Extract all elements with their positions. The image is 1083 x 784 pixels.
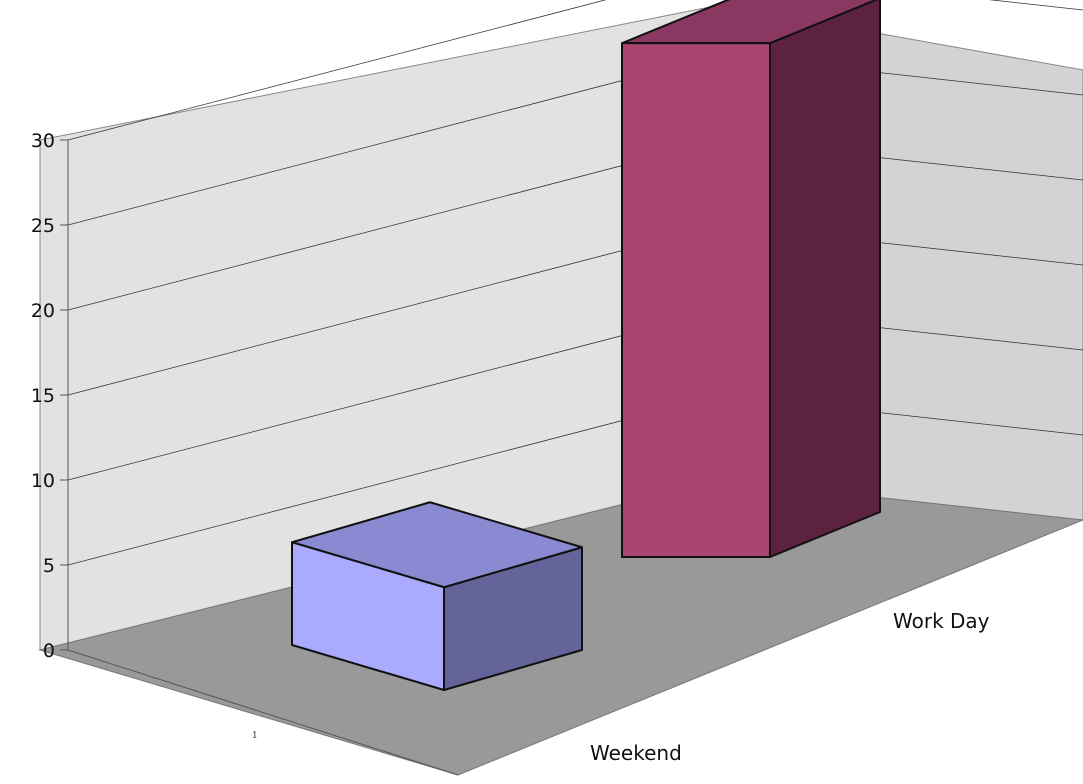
y-tick-label: 5	[43, 555, 55, 577]
y-tick-label: 25	[31, 215, 55, 237]
bar-work-day-side	[770, 0, 880, 557]
y-tick-label: 15	[31, 385, 55, 407]
category-label-work-day: Work Day	[893, 609, 990, 633]
series-label: 1	[252, 731, 258, 741]
y-tick-label: 30	[31, 130, 55, 152]
y-tick-label: 0	[43, 640, 55, 662]
category-label-weekend: Weekend	[590, 741, 682, 765]
y-tick-label: 10	[31, 470, 55, 492]
y-tick-label: 20	[31, 300, 55, 322]
bar-work-day-front	[622, 43, 770, 557]
bar-work-day	[622, 0, 880, 557]
